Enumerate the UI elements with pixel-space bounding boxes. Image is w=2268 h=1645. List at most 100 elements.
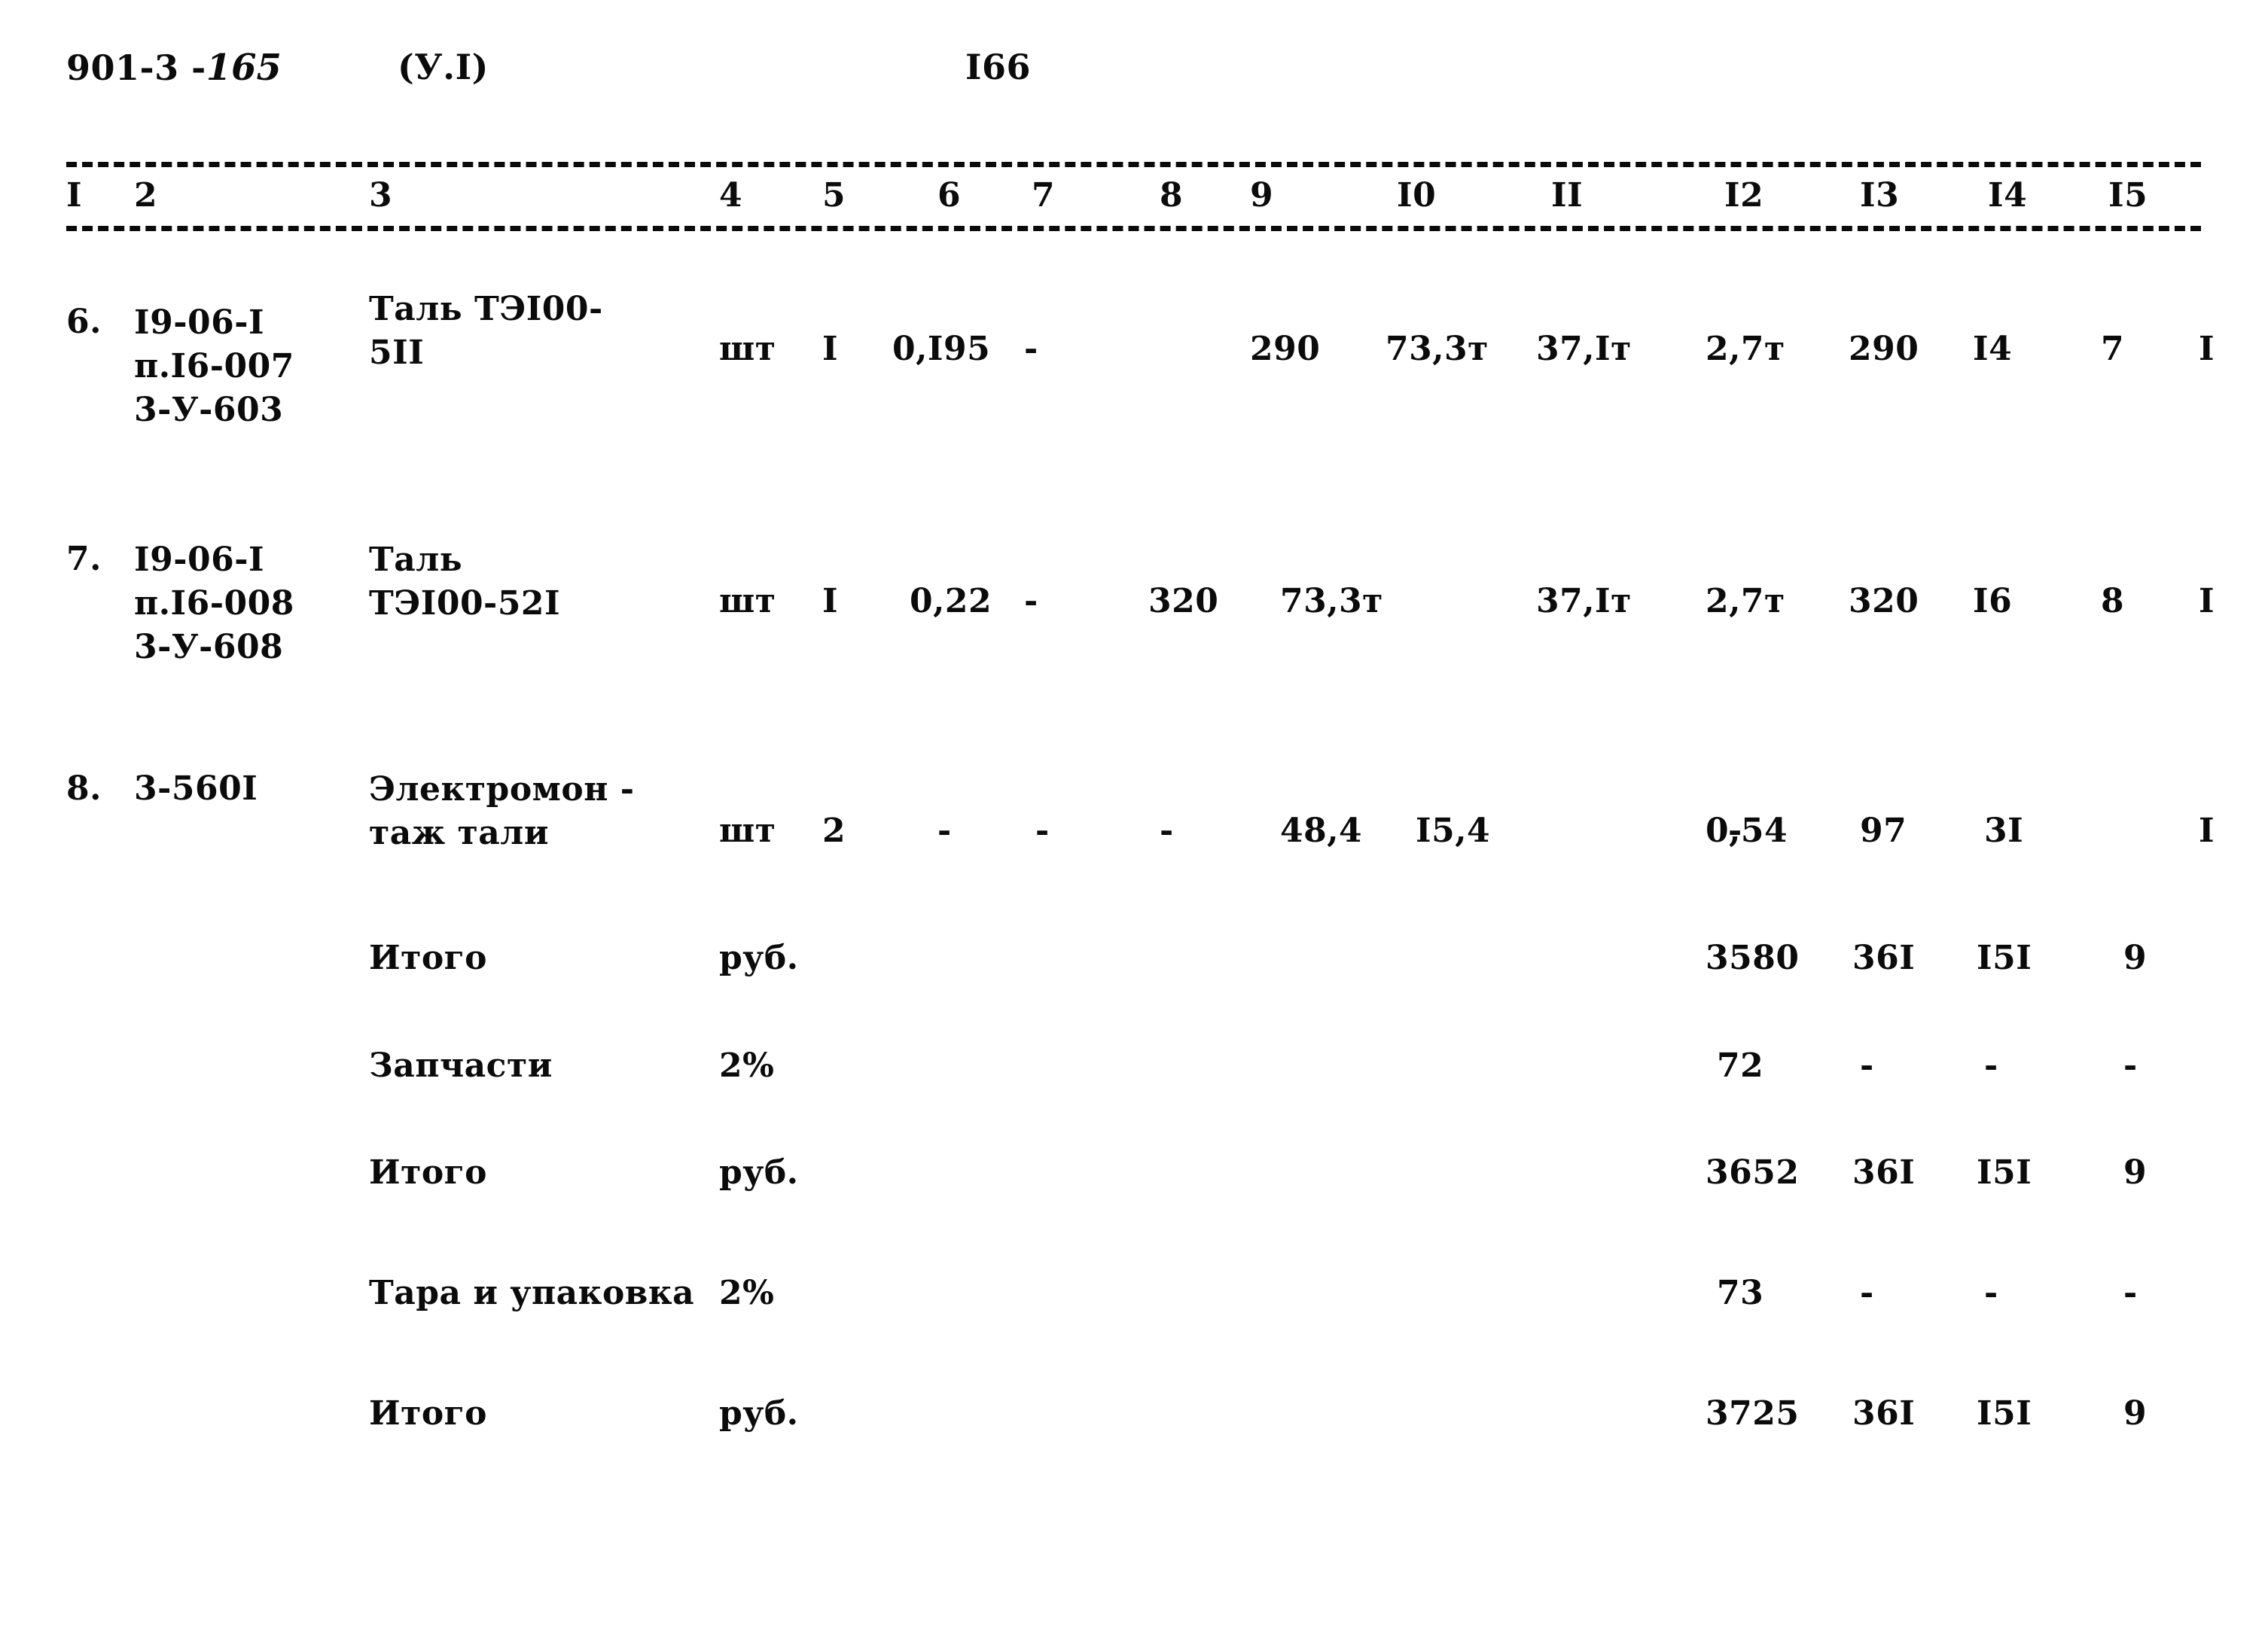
row-name-line: Таль ТЭI00-: [369, 290, 603, 328]
summary-col14: I5I: [1977, 1394, 2032, 1433]
column-number-10: I0: [1397, 176, 1437, 215]
row-col15: 7: [2101, 330, 2125, 368]
row-col13: 320: [1849, 582, 1919, 620]
column-number-11: II: [1551, 176, 1584, 215]
summary-label: Итого: [369, 1394, 487, 1433]
document-header: 901-3 -165 (У.I) I66: [0, 47, 2268, 99]
document-code-printed: 901-3 -: [66, 47, 206, 88]
column-number-6: 6: [937, 176, 962, 215]
row-col12: 2,7т: [1706, 330, 1785, 368]
row-name: Электромон - таж тали: [369, 768, 635, 855]
row-number: 6.: [66, 303, 102, 341]
column-number-3: 3: [369, 176, 393, 215]
summary-col13: 36I: [1852, 1394, 1916, 1433]
page-number: I66: [965, 47, 1032, 87]
row-name-line: ТЭI00-52I: [369, 584, 561, 623]
row-col14: 97: [1860, 812, 1907, 850]
table-rule-top: [66, 162, 2201, 167]
row-col13: -: [1728, 812, 1742, 850]
row-col14: I4: [1973, 330, 2013, 368]
row-col13: 290: [1849, 330, 1919, 368]
summary-col15: -: [2123, 1274, 2138, 1312]
row-code-line: I9-06-I: [134, 541, 265, 579]
summary-label: Запчасти: [369, 1046, 553, 1085]
row-name: Таль ТЭI00-52I: [369, 538, 560, 626]
summary-label: Итого: [369, 939, 487, 977]
row-quantity: I: [822, 582, 839, 620]
summary-col12: 3580: [1706, 939, 1800, 977]
row-number: 7.: [66, 540, 102, 578]
row-code: I9-06-I п.I6-007 3-У-603: [134, 301, 294, 432]
summary-col15: 9: [2123, 939, 2148, 977]
row-unit: шт: [719, 582, 776, 620]
row-code-line: I9-06-I: [134, 303, 265, 342]
summary-unit: руб.: [719, 1394, 799, 1433]
summary-unit: руб.: [719, 939, 799, 977]
row-col9: 290: [1250, 330, 1321, 368]
summary-unit: 2%: [719, 1046, 775, 1085]
column-number-12: I2: [1724, 176, 1764, 215]
row-col12: 2,7т: [1706, 582, 1785, 620]
column-number-4: 4: [719, 176, 743, 215]
summary-col13: -: [1860, 1046, 1874, 1085]
summary-col13: 36I: [1852, 939, 1916, 977]
row-name-line: Электромон -: [369, 770, 635, 809]
document-variant: (У.I): [398, 47, 489, 87]
summary-col14: -: [1984, 1274, 1998, 1312]
row-col9: 320: [1148, 582, 1219, 620]
row-col16: I: [2199, 582, 2215, 620]
row-name-line: 5II: [369, 334, 425, 372]
row-col7: -: [1024, 582, 1038, 620]
row-col6: 0,I95: [892, 330, 991, 368]
row-quantity: I: [822, 330, 839, 368]
summary-unit: 2%: [719, 1274, 775, 1312]
summary-col13: -: [1860, 1274, 1874, 1312]
column-number-8: 8: [1160, 176, 1184, 215]
row-code: 3-560I: [134, 769, 258, 808]
column-number-15: I5: [2108, 176, 2148, 215]
summary-col14: I5I: [1977, 1153, 2032, 1192]
column-number-14: I4: [1988, 176, 2028, 215]
summary-unit: руб.: [719, 1153, 799, 1192]
summary-col12: 3652: [1706, 1153, 1800, 1192]
row-code-line: п.I6-007: [134, 347, 294, 385]
row-col7: -: [1035, 812, 1050, 850]
summary-col13: 36I: [1852, 1153, 1916, 1192]
row-col6: 0,22: [910, 582, 992, 620]
summary-col12: 73: [1717, 1274, 1764, 1312]
row-col10: 73,3т: [1385, 330, 1489, 368]
column-number-2: 2: [134, 176, 158, 215]
column-number-13: I3: [1860, 176, 1900, 215]
row-col16: I: [2199, 330, 2215, 368]
row-code: I9-06-I п.I6-008 3-У-608: [134, 538, 294, 669]
row-col12: 0,54: [1706, 812, 1788, 850]
row-col14: I6: [1973, 582, 2013, 620]
summary-label: Итого: [369, 1153, 487, 1192]
row-col7: -: [1024, 330, 1038, 368]
table-column-number-row: I 2 3 4 5 6 7 8 9 I0 II I2 I3 I4 I5: [0, 175, 2268, 220]
row-col15: 8: [2101, 582, 2125, 620]
row-col15: 3I: [1984, 812, 2024, 850]
row-col11: 37,Iт: [1536, 330, 1632, 368]
row-col10: 73,3т: [1280, 582, 1383, 620]
row-name-line: Таль: [369, 541, 463, 579]
summary-col15: 9: [2123, 1153, 2148, 1192]
column-number-5: 5: [822, 176, 846, 215]
row-code-line: 3-У-608: [134, 628, 284, 666]
summary-col12: 72: [1717, 1046, 1764, 1085]
row-col10: 48,4: [1280, 812, 1363, 850]
document-code-handwritten: 165: [206, 47, 282, 89]
row-code-line: п.I6-008: [134, 584, 294, 623]
table-rule-bottom: [66, 226, 2201, 231]
row-col6: -: [937, 812, 952, 850]
column-number-9: 9: [1250, 176, 1274, 215]
column-number-7: 7: [1032, 176, 1056, 215]
row-col9: -: [1160, 812, 1174, 850]
summary-col14: -: [1984, 1046, 1998, 1085]
summary-col15: -: [2123, 1046, 2138, 1085]
row-quantity: 2: [822, 812, 846, 850]
row-name: Таль ТЭI00- 5II: [369, 288, 603, 375]
summary-label: Тара и упаковка: [369, 1274, 695, 1312]
row-unit: шт: [719, 812, 776, 850]
